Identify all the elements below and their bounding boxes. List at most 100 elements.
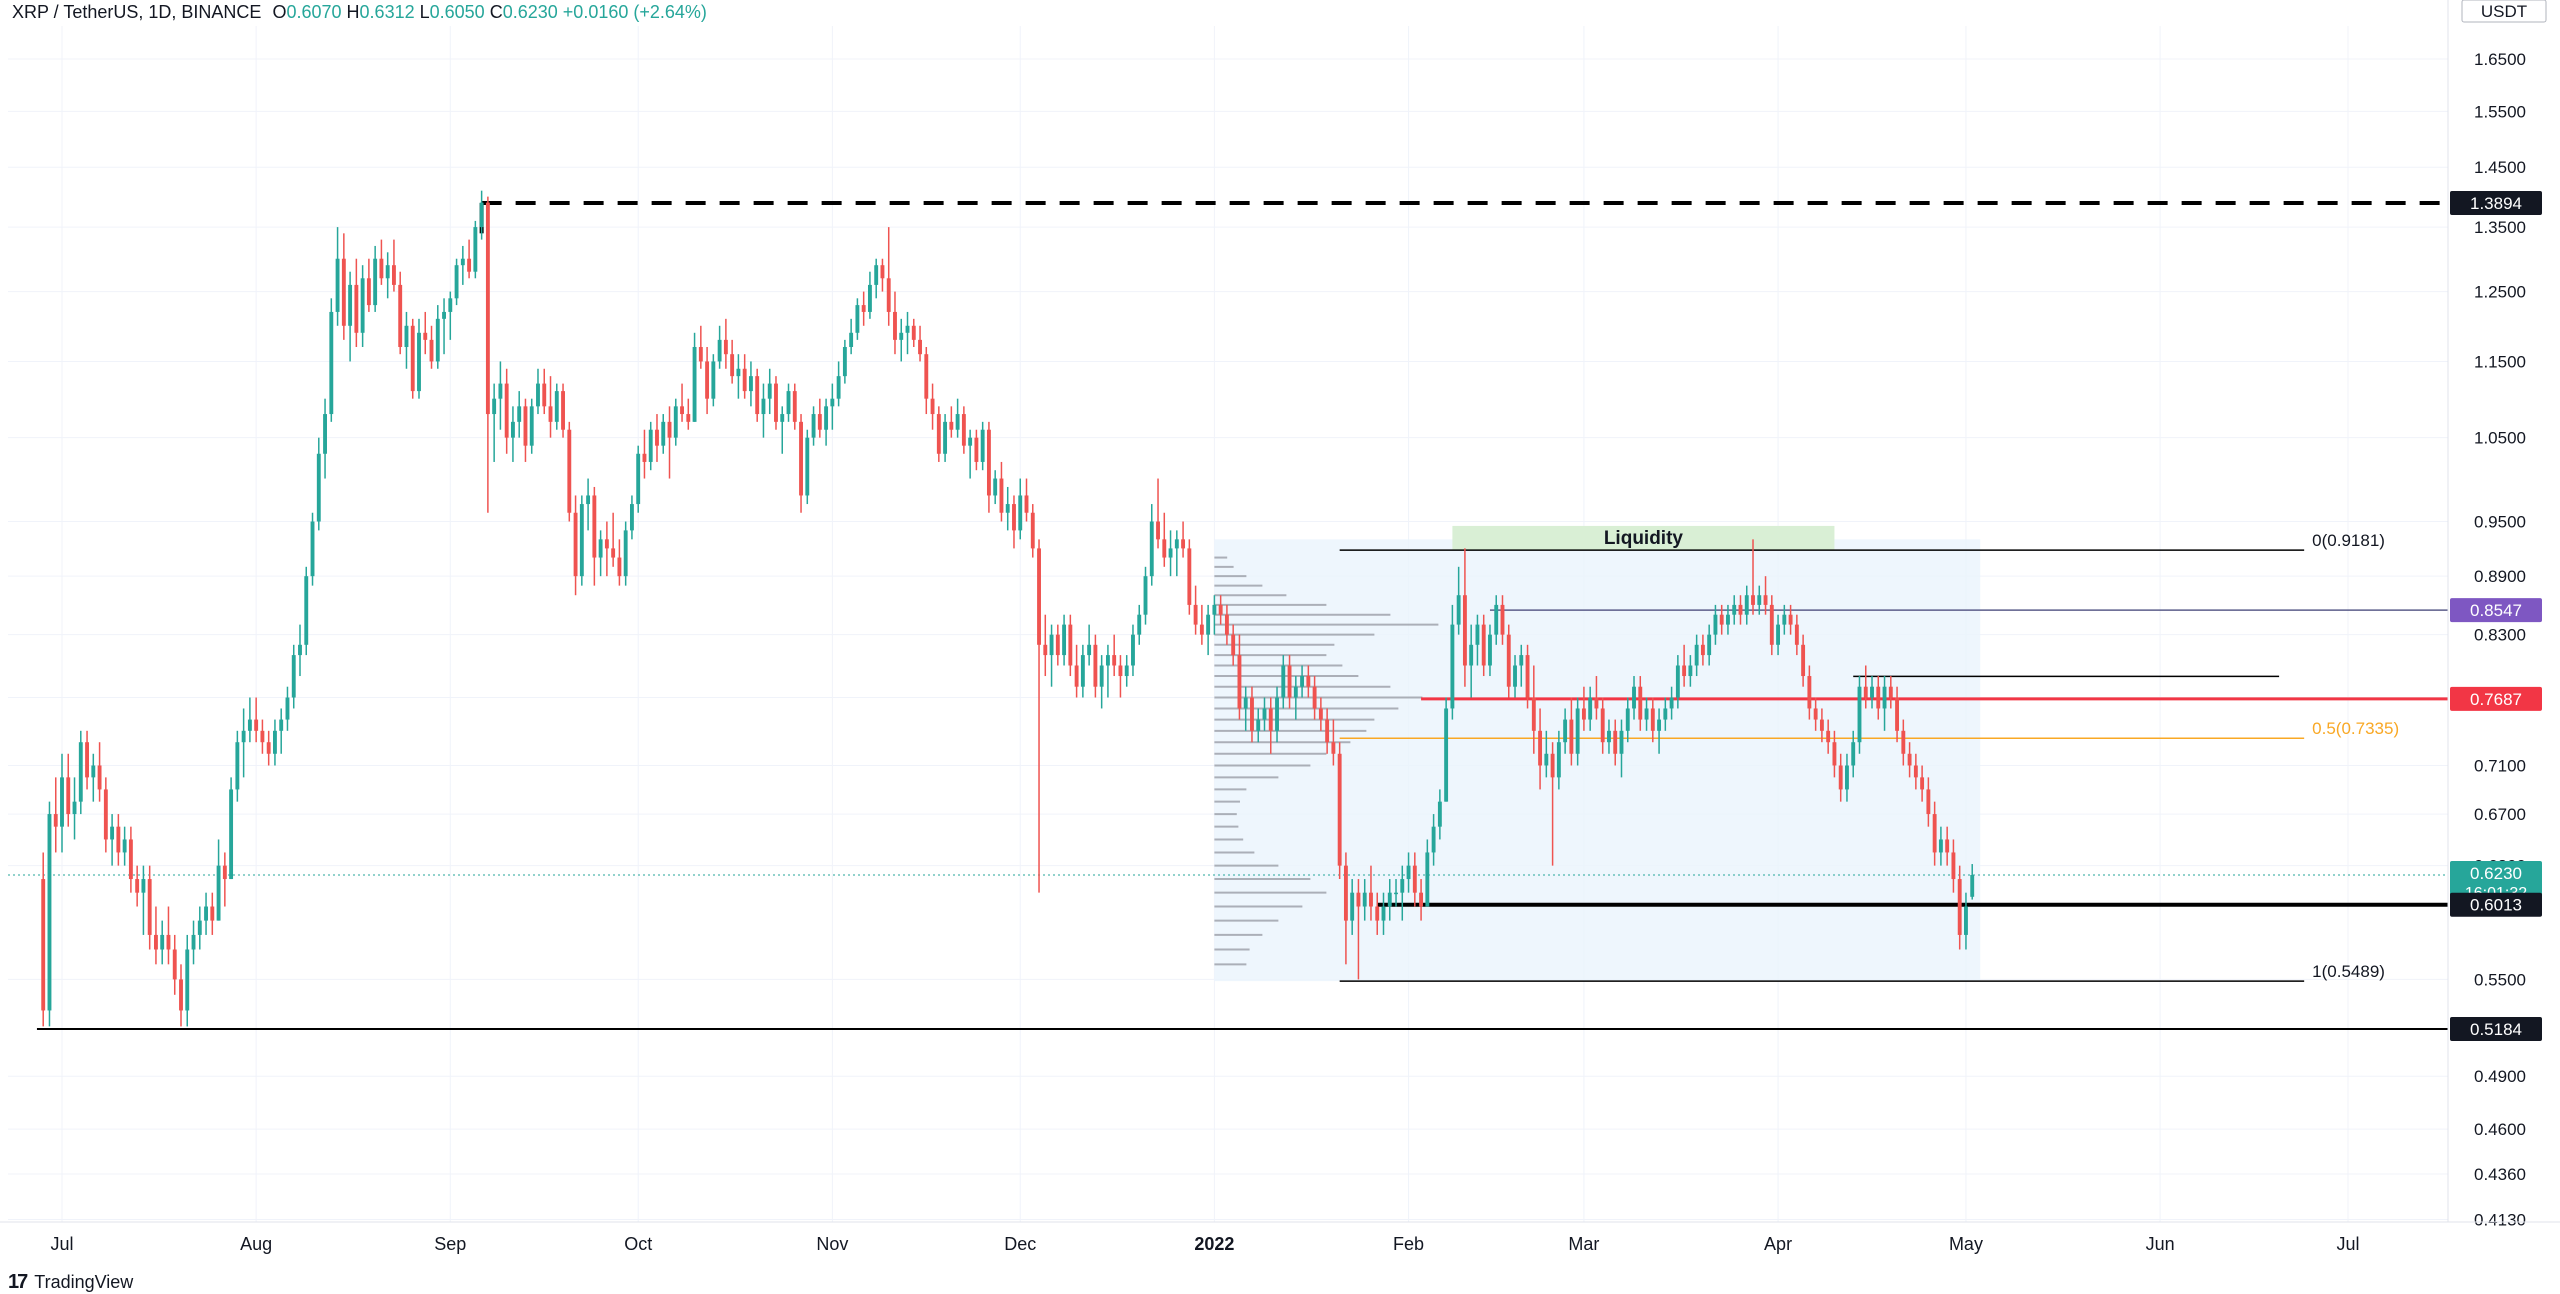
candle-body — [579, 504, 584, 577]
candle-body — [1181, 539, 1186, 549]
candle-body — [1563, 719, 1568, 743]
candle-body — [97, 765, 102, 790]
candle-body — [254, 719, 259, 731]
candle-body — [567, 429, 572, 513]
ohlc-change: +0.0160 (+2.64%) — [562, 2, 707, 22]
time-axis[interactable]: Jul Aug Sep Oct Nov Dec 2022 Feb Mar Apr May Jun Jul — [0, 1221, 2560, 1254]
candle-body — [379, 258, 384, 279]
candle-body — [629, 504, 634, 531]
candle-body — [1369, 892, 1373, 907]
candle-body — [298, 644, 302, 656]
candle-body — [1074, 665, 1079, 687]
candle-body — [485, 202, 490, 415]
candle-body — [1544, 753, 1549, 766]
candle-body — [385, 265, 390, 279]
candle-body — [686, 414, 691, 422]
candle-body — [1556, 742, 1561, 778]
candle-body — [1400, 879, 1405, 893]
currency-badge[interactable] — [2461, 0, 2547, 23]
price-badge[interactable] — [2450, 598, 2542, 623]
price-badge[interactable] — [2450, 191, 2542, 215]
price-badge[interactable] — [2450, 1017, 2542, 1041]
candle-body — [1713, 614, 1718, 635]
candle-body — [360, 278, 365, 333]
candle-body — [454, 265, 459, 299]
candle-body — [247, 719, 252, 731]
candle-body — [842, 346, 847, 377]
candle-body — [1300, 676, 1305, 687]
candle-body — [586, 495, 591, 505]
candle-body — [191, 934, 196, 950]
candle-body — [1588, 697, 1593, 720]
candle-body — [1149, 521, 1154, 577]
candle-body — [880, 265, 885, 279]
symbol-name: XRP / TetherUS, 1D, BINANCE — [12, 2, 262, 22]
price-badge[interactable] — [2450, 686, 2542, 711]
candle-body — [761, 398, 766, 415]
candle-body — [1037, 548, 1041, 645]
candle-body — [774, 383, 778, 422]
candle-body — [366, 278, 371, 306]
candle-body — [1895, 697, 1900, 731]
candle-body — [166, 934, 171, 950]
candle-body — [1312, 686, 1317, 709]
candle-body — [128, 839, 133, 880]
candle-body — [780, 414, 785, 422]
time-tick-label: Nov — [816, 1234, 848, 1254]
candle-body — [1888, 686, 1893, 698]
candle-body — [1757, 595, 1762, 605]
candle-body — [817, 414, 822, 430]
candle-body — [135, 879, 140, 893]
price-badge[interactable] — [2450, 892, 2542, 917]
fib-0-label: 0(0.9181) — [2312, 531, 2385, 550]
candle-body — [1907, 753, 1912, 766]
liquidity-zone — [1452, 525, 1835, 551]
candle-body — [542, 383, 547, 407]
candle-body — [1381, 906, 1386, 921]
candle-body — [1237, 655, 1242, 709]
candle-body — [692, 346, 697, 422]
price-tick-label: 1.6500 — [2474, 50, 2526, 69]
candle-body — [1243, 697, 1248, 709]
candle-body — [849, 332, 854, 347]
candle-body — [1506, 634, 1511, 687]
candle-body — [1112, 655, 1117, 666]
candle-body — [1193, 604, 1198, 625]
candle-body — [1882, 686, 1887, 709]
candle-body — [1437, 801, 1442, 827]
price-badge-label: 1.3894 — [2470, 194, 2522, 213]
candle-body — [423, 332, 428, 340]
range-rectangle — [1214, 539, 1981, 982]
candle-body — [1663, 708, 1668, 720]
candle-body — [748, 376, 753, 392]
candle-body — [1863, 686, 1868, 698]
price-tick-label: 0.8900 — [2474, 567, 2526, 586]
candle-body — [66, 777, 71, 815]
price-badge[interactable] — [2450, 861, 2542, 904]
candle-body — [1957, 879, 1962, 935]
candle-body — [1206, 614, 1211, 635]
time-tick-label: Jul — [50, 1234, 73, 1254]
price-axis[interactable]: 1.6500 1.5500 1.4500 1.3500 1.2500 1.1500 1.05… — [2447, 0, 2560, 1292]
time-tick-label: Oct — [624, 1234, 652, 1254]
candle-body — [1719, 614, 1724, 625]
candle-body — [41, 879, 46, 1011]
candle-body — [229, 789, 234, 880]
candle-body — [573, 512, 578, 577]
candle-body — [1250, 697, 1254, 731]
price-tick-label: 0.4900 — [2474, 1067, 2526, 1086]
candle-body — [924, 354, 929, 399]
candle-body — [210, 906, 215, 921]
tradingview-brand[interactable]: 17 TradingView — [8, 1271, 133, 1293]
candle-body — [147, 879, 152, 935]
candle-body — [460, 258, 465, 266]
candle-body — [517, 406, 522, 422]
candle-body — [1776, 624, 1781, 645]
candle-body — [197, 920, 202, 935]
time-tick-label: Feb — [1393, 1234, 1424, 1254]
candle-body — [285, 697, 290, 720]
candle-body — [961, 414, 966, 446]
candle-body — [968, 437, 973, 446]
candle-body — [1519, 655, 1524, 666]
